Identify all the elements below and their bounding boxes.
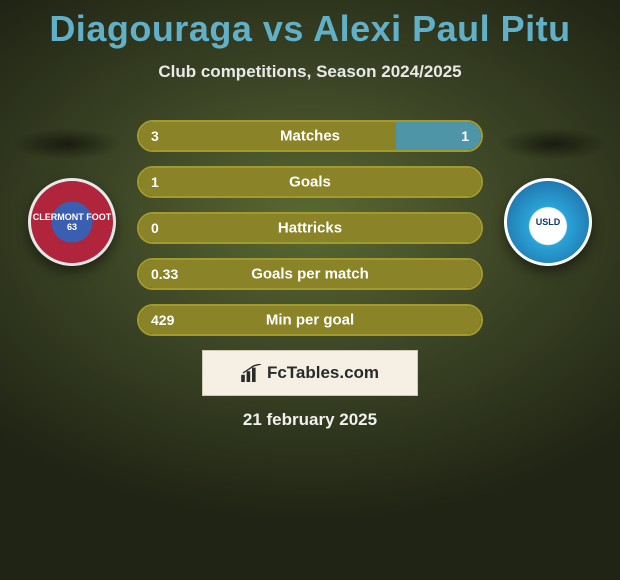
stat-bars: Matches31 Goals1 Hattricks0 Goals per match… <box>137 120 483 350</box>
bars-icon <box>241 364 263 382</box>
vs-separator: vs <box>263 8 304 49</box>
team-left-crest: CLERMONT FOOT 63 <box>28 178 116 266</box>
stat-row: Hattricks0 <box>137 212 483 244</box>
stat-bar-left <box>139 260 481 288</box>
date-label: 21 february 2025 <box>0 410 620 430</box>
stat-bar-right <box>396 122 482 150</box>
stat-row: Matches31 <box>137 120 483 152</box>
player2-name: Alexi Paul Pitu <box>313 8 571 49</box>
page-title: Diagouraga vs Alexi Paul Pitu <box>0 0 620 50</box>
player1-name: Diagouraga <box>49 8 252 49</box>
team-right-crest: USLD <box>504 178 592 266</box>
usld-icon: USLD <box>504 178 592 266</box>
stat-row: Goals1 <box>137 166 483 198</box>
stat-row: Min per goal429 <box>137 304 483 336</box>
stat-bar-left <box>139 168 481 196</box>
stat-bar-left <box>139 122 396 150</box>
stat-bar-left <box>139 214 481 242</box>
stat-bar-left <box>139 306 481 334</box>
shadow-left <box>12 128 122 160</box>
stat-row: Goals per match0.33 <box>137 258 483 290</box>
subtitle: Club competitions, Season 2024/2025 <box>0 62 620 82</box>
brand-badge: FcTables.com <box>202 350 418 396</box>
clermont-foot-icon: CLERMONT FOOT 63 <box>28 178 116 266</box>
shadow-right <box>498 128 608 160</box>
brand-text: FcTables.com <box>267 363 379 383</box>
comparison-card: Diagouraga vs Alexi Paul Pitu Club compe… <box>0 0 620 580</box>
